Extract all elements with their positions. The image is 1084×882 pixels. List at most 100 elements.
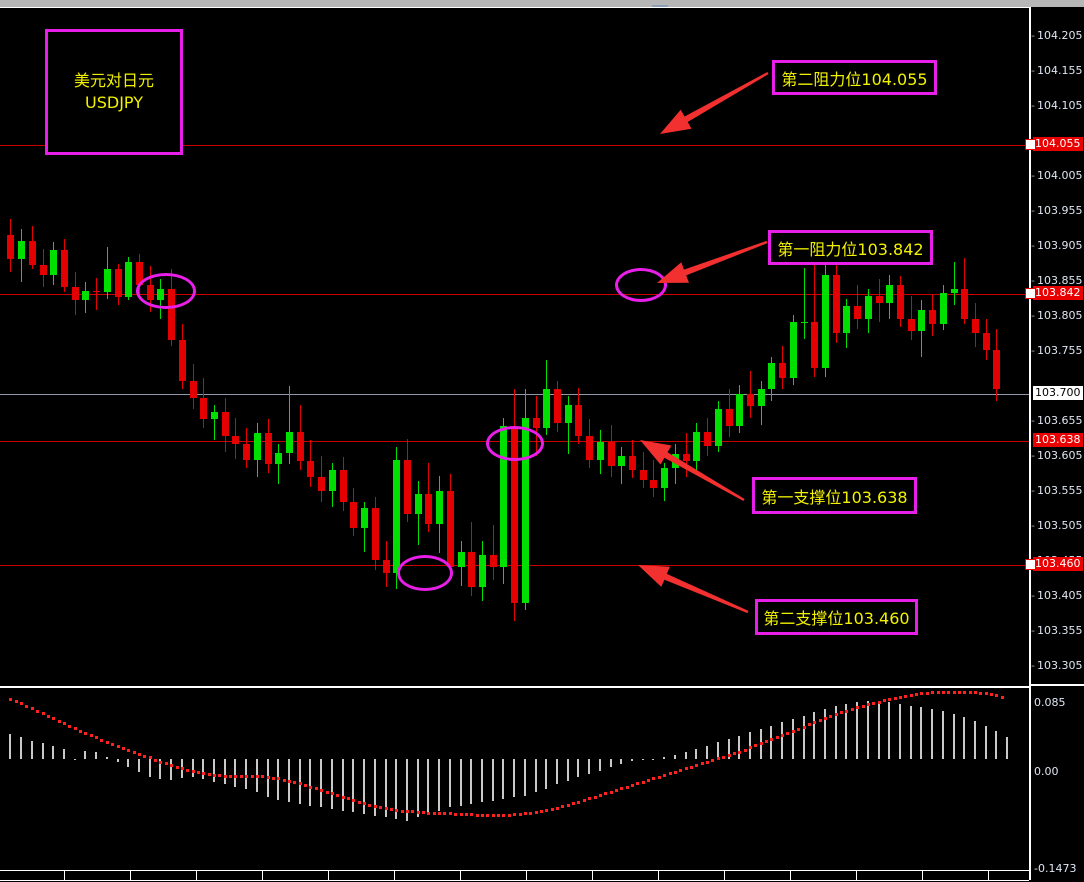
candle-body [479,554,486,588]
macd-histogram-bar [1006,737,1008,759]
macd-histogram-bar [309,758,311,806]
macd-signal-point [872,701,876,705]
candle-body [511,426,518,603]
level-line-second-resistance[interactable] [0,145,1029,146]
macd-signal-point [271,776,275,780]
macd-signal-point [807,723,811,727]
level-drag-handle-first-resistance[interactable] [1025,288,1036,299]
macd-histogram-bar [63,748,65,759]
axis-tick-label: -103.655 [1031,414,1083,427]
candle-body [533,417,540,428]
level-drag-handle-second-support[interactable] [1025,559,1036,570]
candle-body [190,380,197,398]
candle-body [458,551,465,568]
price-badge-second-resistance[interactable]: 104.055 [1033,137,1083,151]
candle-wick [814,262,815,377]
macd-histogram-bar [481,758,483,803]
candle-body [7,235,14,260]
candle-body [715,409,722,446]
macd-signal-point [904,694,908,698]
macd-signal-point [422,811,426,815]
level-drag-handle-second-resistance[interactable] [1025,139,1036,150]
macd-signal-point [25,704,29,708]
macd-signal-point [743,748,747,752]
candle-wick [621,447,622,484]
macd-signal-point [352,799,356,803]
candle-body [618,455,625,466]
level-line-first-resistance[interactable] [0,294,1029,295]
macd-signal-point [802,725,806,729]
macd-histogram-bar [599,758,601,771]
candle-body [361,508,368,528]
macd-signal-point [909,693,913,697]
candle-body [661,468,668,489]
macd-signal-point [781,733,785,737]
candle-body [93,290,100,292]
price-badge-current-price[interactable]: 103.700 [1033,386,1083,400]
macd-signal-point [732,752,736,756]
axis-tick-label: -103.605 [1031,449,1083,462]
macd-signal-point [984,692,988,696]
macd-signal-point [502,814,506,818]
macd-signal-point [561,805,565,809]
macd-signal-point [213,774,217,778]
axis-tick-label: -104.205 [1031,29,1083,42]
macd-signal-point [68,724,72,728]
time-axis-tick [922,870,923,880]
macd-signal-point [427,811,431,815]
price-badge-first-support[interactable]: 103.638 [1033,433,1083,447]
macd-histogram-bar [406,758,408,821]
price-badge-first-resistance[interactable]: 103.842 [1033,286,1083,300]
candle-body [222,411,229,436]
macd-signal-point [716,757,720,761]
candle-body [908,318,915,332]
macd-histogram-bar [631,758,633,762]
axis-tick-label: -104.105 [1031,99,1083,112]
macd-signal-point [845,709,849,713]
candle-body [672,454,679,469]
macd-signal-point [941,690,945,694]
macd-histogram-bar [74,758,76,760]
macd-signal-point [373,804,377,808]
macd-histogram-bar [342,758,344,811]
macd-histogram-bar [95,752,97,759]
candle-wick [214,404,215,441]
macd-signal-point [309,785,313,789]
macd-histogram-bar [706,745,708,759]
macd-histogram-bar [728,738,730,759]
candle-body [650,479,657,489]
price-axis[interactable]: -104.205 -104.155 -104.105 -104.005 -103.955… [1025,7,1084,880]
macd-histogram-bar [299,758,301,805]
second-support-note: 第二支撑位103.460 [755,599,918,635]
macd-signal-point [288,779,292,783]
macd-indicator-pane[interactable] [0,686,1029,882]
candle-body [629,455,636,470]
axis-tick-label: -103.905 [1031,239,1083,252]
macd-histogram-bar [9,733,11,759]
candle-body [404,460,411,514]
axis-tick-label: -103.405 [1031,589,1083,602]
macd-signal-point [631,784,635,788]
time-axis-tick [196,870,197,880]
highlight-ellipse-3 [397,555,453,591]
macd-signal-point [464,813,468,817]
macd-signal-point [62,722,66,726]
macd-signal-point [459,813,463,817]
candle-body [683,454,690,462]
macd-histogram-bar [717,742,719,759]
candle-body [40,265,47,275]
macd-signal-point [379,806,383,810]
macd-histogram-bar [224,758,226,785]
macd-histogram-bar [363,758,365,815]
macd-signal-point [395,809,399,813]
macd-signal-point [14,700,18,704]
macd-signal-point [154,758,158,762]
candle-body [597,441,604,460]
macd-signal-point [30,707,34,711]
macd-signal-point [663,774,667,778]
time-axis-tick [658,870,659,880]
macd-signal-point [979,691,983,695]
price-badge-second-support[interactable]: 103.460 [1033,557,1083,571]
macd-histogram-bar [738,735,740,759]
macd-signal-point [588,797,592,801]
